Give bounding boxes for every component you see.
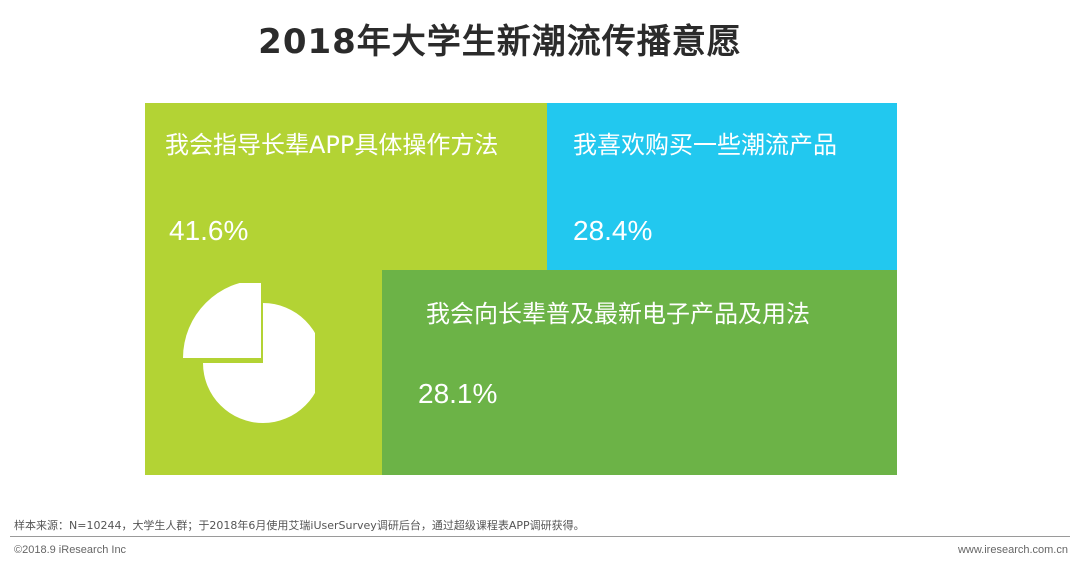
cell-value: 28.1% [418,378,498,409]
treemap-cell-buy-trendy: 我喜欢购买一些潮流产品 28.4% [547,103,897,270]
website-url: www.iresearch.com.cn [957,544,1068,556]
cell-label: 我喜欢购买一些潮流产品 [573,131,837,159]
cell-label: 我会向长辈普及最新电子产品及用法 [426,300,810,328]
page-title: 2018年大学生新潮流传播意愿 [258,22,742,62]
cell-label: 我会指导长辈APP具体操作方法 [165,131,499,159]
copyright: ©2018.9 iResearch Inc [14,544,127,556]
sample-source-note: 样本来源：N=10244，大学生人群；于2018年6月使用艾瑞iUserSurv… [14,519,585,532]
pie-chart-icon [165,280,323,433]
cell-value: 41.6% [169,215,249,246]
footer-divider [10,536,1070,537]
treemap-chart: 我会指导长辈APP具体操作方法 41.6% 我喜欢购买一些潮流产品 28.4% … [145,103,897,475]
treemap-cell-popularize-electronics: 我会向长辈普及最新电子产品及用法 28.1% [382,270,897,475]
cell-value: 28.4% [573,215,653,246]
